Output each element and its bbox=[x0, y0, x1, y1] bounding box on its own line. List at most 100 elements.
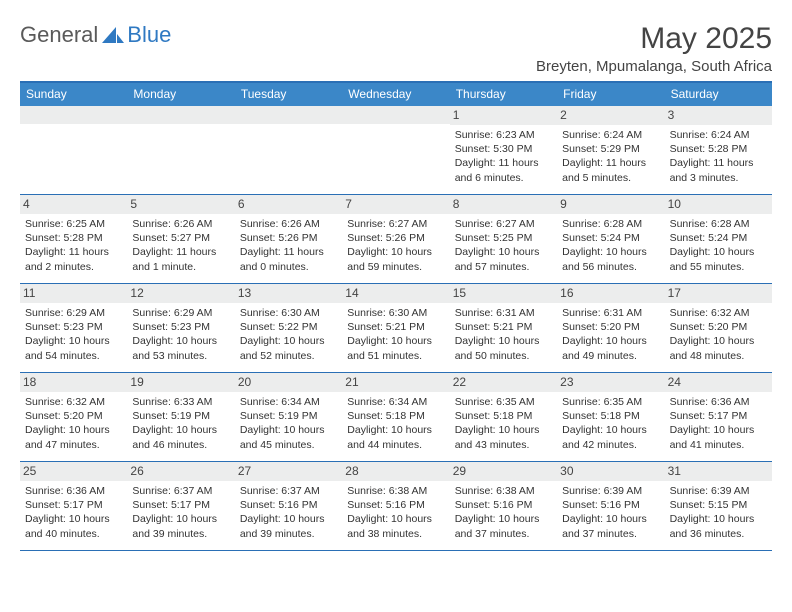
day-cell: 8 Sunrise: 6:27 AMSunset: 5:25 PMDaylight… bbox=[450, 195, 557, 283]
sunrise: Sunrise: 6:39 AM bbox=[670, 484, 767, 498]
sunrise: Sunrise: 6:28 AM bbox=[562, 217, 659, 231]
daylight: Daylight: 10 hours and 45 minutes. bbox=[240, 423, 337, 451]
day-body: Sunrise: 6:24 AMSunset: 5:29 PMDaylight:… bbox=[562, 128, 659, 185]
daylight: Daylight: 10 hours and 44 minutes. bbox=[347, 423, 444, 451]
sunset: Sunset: 5:19 PM bbox=[240, 409, 337, 423]
sunrise: Sunrise: 6:38 AM bbox=[347, 484, 444, 498]
sunrise: Sunrise: 6:27 AM bbox=[347, 217, 444, 231]
dow-cell: Thursday bbox=[450, 83, 557, 106]
day-cell: 5 Sunrise: 6:26 AMSunset: 5:27 PMDaylight… bbox=[127, 195, 234, 283]
sunrise: Sunrise: 6:23 AM bbox=[455, 128, 552, 142]
day-number: 29 bbox=[450, 462, 557, 481]
day-body: Sunrise: 6:38 AMSunset: 5:16 PMDaylight:… bbox=[347, 484, 444, 541]
daylight: Daylight: 10 hours and 50 minutes. bbox=[455, 334, 552, 362]
day-cell: 31Sunrise: 6:39 AMSunset: 5:15 PMDayligh… bbox=[665, 462, 772, 550]
day-cell: 19 Sunrise: 6:33 AMSunset: 5:19 PMDayligh… bbox=[127, 373, 234, 461]
sunrise: Sunrise: 6:36 AM bbox=[25, 484, 122, 498]
empty-day bbox=[20, 106, 127, 124]
day-cell: 3Sunrise: 6:24 AMSunset: 5:28 PMDaylight… bbox=[665, 106, 772, 194]
day-number: 13 bbox=[235, 284, 342, 303]
daylight: Daylight: 10 hours and 54 minutes. bbox=[25, 334, 122, 362]
day-number: 24 bbox=[665, 373, 772, 392]
day-cell: 12 Sunrise: 6:29 AMSunset: 5:23 PMDayligh… bbox=[127, 284, 234, 372]
daylight: Daylight: 10 hours and 59 minutes. bbox=[347, 245, 444, 273]
day-body: Sunrise: 6:33 AMSunset: 5:19 PMDaylight:… bbox=[132, 395, 229, 452]
day-cell: 10Sunrise: 6:28 AMSunset: 5:24 PMDayligh… bbox=[665, 195, 772, 283]
day-body: Sunrise: 6:27 AMSunset: 5:25 PMDaylight:… bbox=[455, 217, 552, 274]
day-cell: 11Sunrise: 6:29 AMSunset: 5:23 PMDayligh… bbox=[20, 284, 127, 372]
day-number: 18 bbox=[20, 373, 127, 392]
day-number: 19 bbox=[127, 373, 234, 392]
day-cell bbox=[342, 106, 449, 194]
day-cell: 15Sunrise: 6:31 AMSunset: 5:21 PMDayligh… bbox=[450, 284, 557, 372]
day-cell: 14Sunrise: 6:30 AMSunset: 5:21 PMDayligh… bbox=[342, 284, 449, 372]
daylight: Daylight: 11 hours and 3 minutes. bbox=[670, 156, 767, 184]
sunset: Sunset: 5:23 PM bbox=[132, 320, 229, 334]
dow-cell: Sunday bbox=[20, 83, 127, 106]
day-cell: 4Sunrise: 6:25 AMSunset: 5:28 PMDaylight… bbox=[20, 195, 127, 283]
week-row: 18 Sunrise: 6:32 AMSunset: 5:20 PMDayligh… bbox=[20, 373, 772, 462]
day-body: Sunrise: 6:32 AMSunset: 5:20 PMDaylight:… bbox=[25, 395, 122, 452]
calendar-page: General Blue May 2025 Breyten, Mpumalang… bbox=[0, 0, 792, 551]
sunset: Sunset: 5:26 PM bbox=[347, 231, 444, 245]
day-number: 3 bbox=[665, 106, 772, 125]
sunrise: Sunrise: 6:24 AM bbox=[562, 128, 659, 142]
sunset: Sunset: 5:28 PM bbox=[670, 142, 767, 156]
day-cell: 13 Sunrise: 6:30 AMSunset: 5:22 PMDayligh… bbox=[235, 284, 342, 372]
daylight: Daylight: 10 hours and 43 minutes. bbox=[455, 423, 552, 451]
day-cell: 28 Sunrise: 6:38 AMSunset: 5:16 PMDayligh… bbox=[342, 462, 449, 550]
day-number: 30 bbox=[557, 462, 664, 481]
sunrise: Sunrise: 6:31 AM bbox=[455, 306, 552, 320]
header: General Blue May 2025 Breyten, Mpumalang… bbox=[20, 22, 772, 75]
sunrise: Sunrise: 6:38 AM bbox=[455, 484, 552, 498]
day-body: Sunrise: 6:35 AMSunset: 5:18 PMDaylight:… bbox=[455, 395, 552, 452]
day-number: 28 bbox=[342, 462, 449, 481]
weeks-container: 1Sunrise: 6:23 AMSunset: 5:30 PMDaylight… bbox=[20, 106, 772, 551]
sunset: Sunset: 5:16 PM bbox=[562, 498, 659, 512]
day-cell: 7Sunrise: 6:27 AMSunset: 5:26 PMDaylight… bbox=[342, 195, 449, 283]
daylight: Daylight: 10 hours and 49 minutes. bbox=[562, 334, 659, 362]
sunset: Sunset: 5:24 PM bbox=[670, 231, 767, 245]
daylight: Daylight: 11 hours and 0 minutes. bbox=[240, 245, 337, 273]
day-number: 12 bbox=[127, 284, 234, 303]
daylight: Daylight: 10 hours and 37 minutes. bbox=[455, 512, 552, 540]
day-number: 8 bbox=[450, 195, 557, 214]
sunset: Sunset: 5:22 PM bbox=[240, 320, 337, 334]
daylight: Daylight: 10 hours and 57 minutes. bbox=[455, 245, 552, 273]
brand-logo: General Blue bbox=[20, 22, 171, 48]
sunset: Sunset: 5:17 PM bbox=[132, 498, 229, 512]
day-cell: 30Sunrise: 6:39 AMSunset: 5:16 PMDayligh… bbox=[557, 462, 664, 550]
sunset: Sunset: 5:21 PM bbox=[455, 320, 552, 334]
sunrise: Sunrise: 6:32 AM bbox=[25, 395, 122, 409]
day-cell: 27Sunrise: 6:37 AMSunset: 5:16 PMDayligh… bbox=[235, 462, 342, 550]
day-body: Sunrise: 6:37 AMSunset: 5:16 PMDaylight:… bbox=[240, 484, 337, 541]
sunset: Sunset: 5:21 PM bbox=[347, 320, 444, 334]
day-number: 2 bbox=[557, 106, 664, 125]
daylight: Daylight: 10 hours and 53 minutes. bbox=[132, 334, 229, 362]
day-number: 5 bbox=[127, 195, 234, 214]
sunrise: Sunrise: 6:29 AM bbox=[132, 306, 229, 320]
day-cell: 23Sunrise: 6:35 AMSunset: 5:18 PMDayligh… bbox=[557, 373, 664, 461]
daylight: Daylight: 10 hours and 42 minutes. bbox=[562, 423, 659, 451]
day-cell: 18 Sunrise: 6:32 AMSunset: 5:20 PMDayligh… bbox=[20, 373, 127, 461]
day-body: Sunrise: 6:26 AMSunset: 5:27 PMDaylight:… bbox=[132, 217, 229, 274]
title-block: May 2025 Breyten, Mpumalanga, South Afri… bbox=[536, 22, 772, 75]
daylight: Daylight: 10 hours and 38 minutes. bbox=[347, 512, 444, 540]
day-body: Sunrise: 6:28 AMSunset: 5:24 PMDaylight:… bbox=[562, 217, 659, 274]
sunset: Sunset: 5:19 PM bbox=[132, 409, 229, 423]
day-number: 14 bbox=[342, 284, 449, 303]
day-cell: 17Sunrise: 6:32 AMSunset: 5:20 PMDayligh… bbox=[665, 284, 772, 372]
daylight: Daylight: 10 hours and 51 minutes. bbox=[347, 334, 444, 362]
sunrise: Sunrise: 6:34 AM bbox=[347, 395, 444, 409]
sunrise: Sunrise: 6:30 AM bbox=[240, 306, 337, 320]
daylight: Daylight: 10 hours and 40 minutes. bbox=[25, 512, 122, 540]
day-cell: 16Sunrise: 6:31 AMSunset: 5:20 PMDayligh… bbox=[557, 284, 664, 372]
day-body: Sunrise: 6:29 AMSunset: 5:23 PMDaylight:… bbox=[132, 306, 229, 363]
day-body: Sunrise: 6:31 AMSunset: 5:20 PMDaylight:… bbox=[562, 306, 659, 363]
sunrise: Sunrise: 6:39 AM bbox=[562, 484, 659, 498]
day-body: Sunrise: 6:36 AMSunset: 5:17 PMDaylight:… bbox=[25, 484, 122, 541]
daylight: Daylight: 10 hours and 52 minutes. bbox=[240, 334, 337, 362]
day-number: 20 bbox=[235, 373, 342, 392]
day-cell: 9Sunrise: 6:28 AMSunset: 5:24 PMDaylight… bbox=[557, 195, 664, 283]
daylight: Daylight: 10 hours and 39 minutes. bbox=[132, 512, 229, 540]
